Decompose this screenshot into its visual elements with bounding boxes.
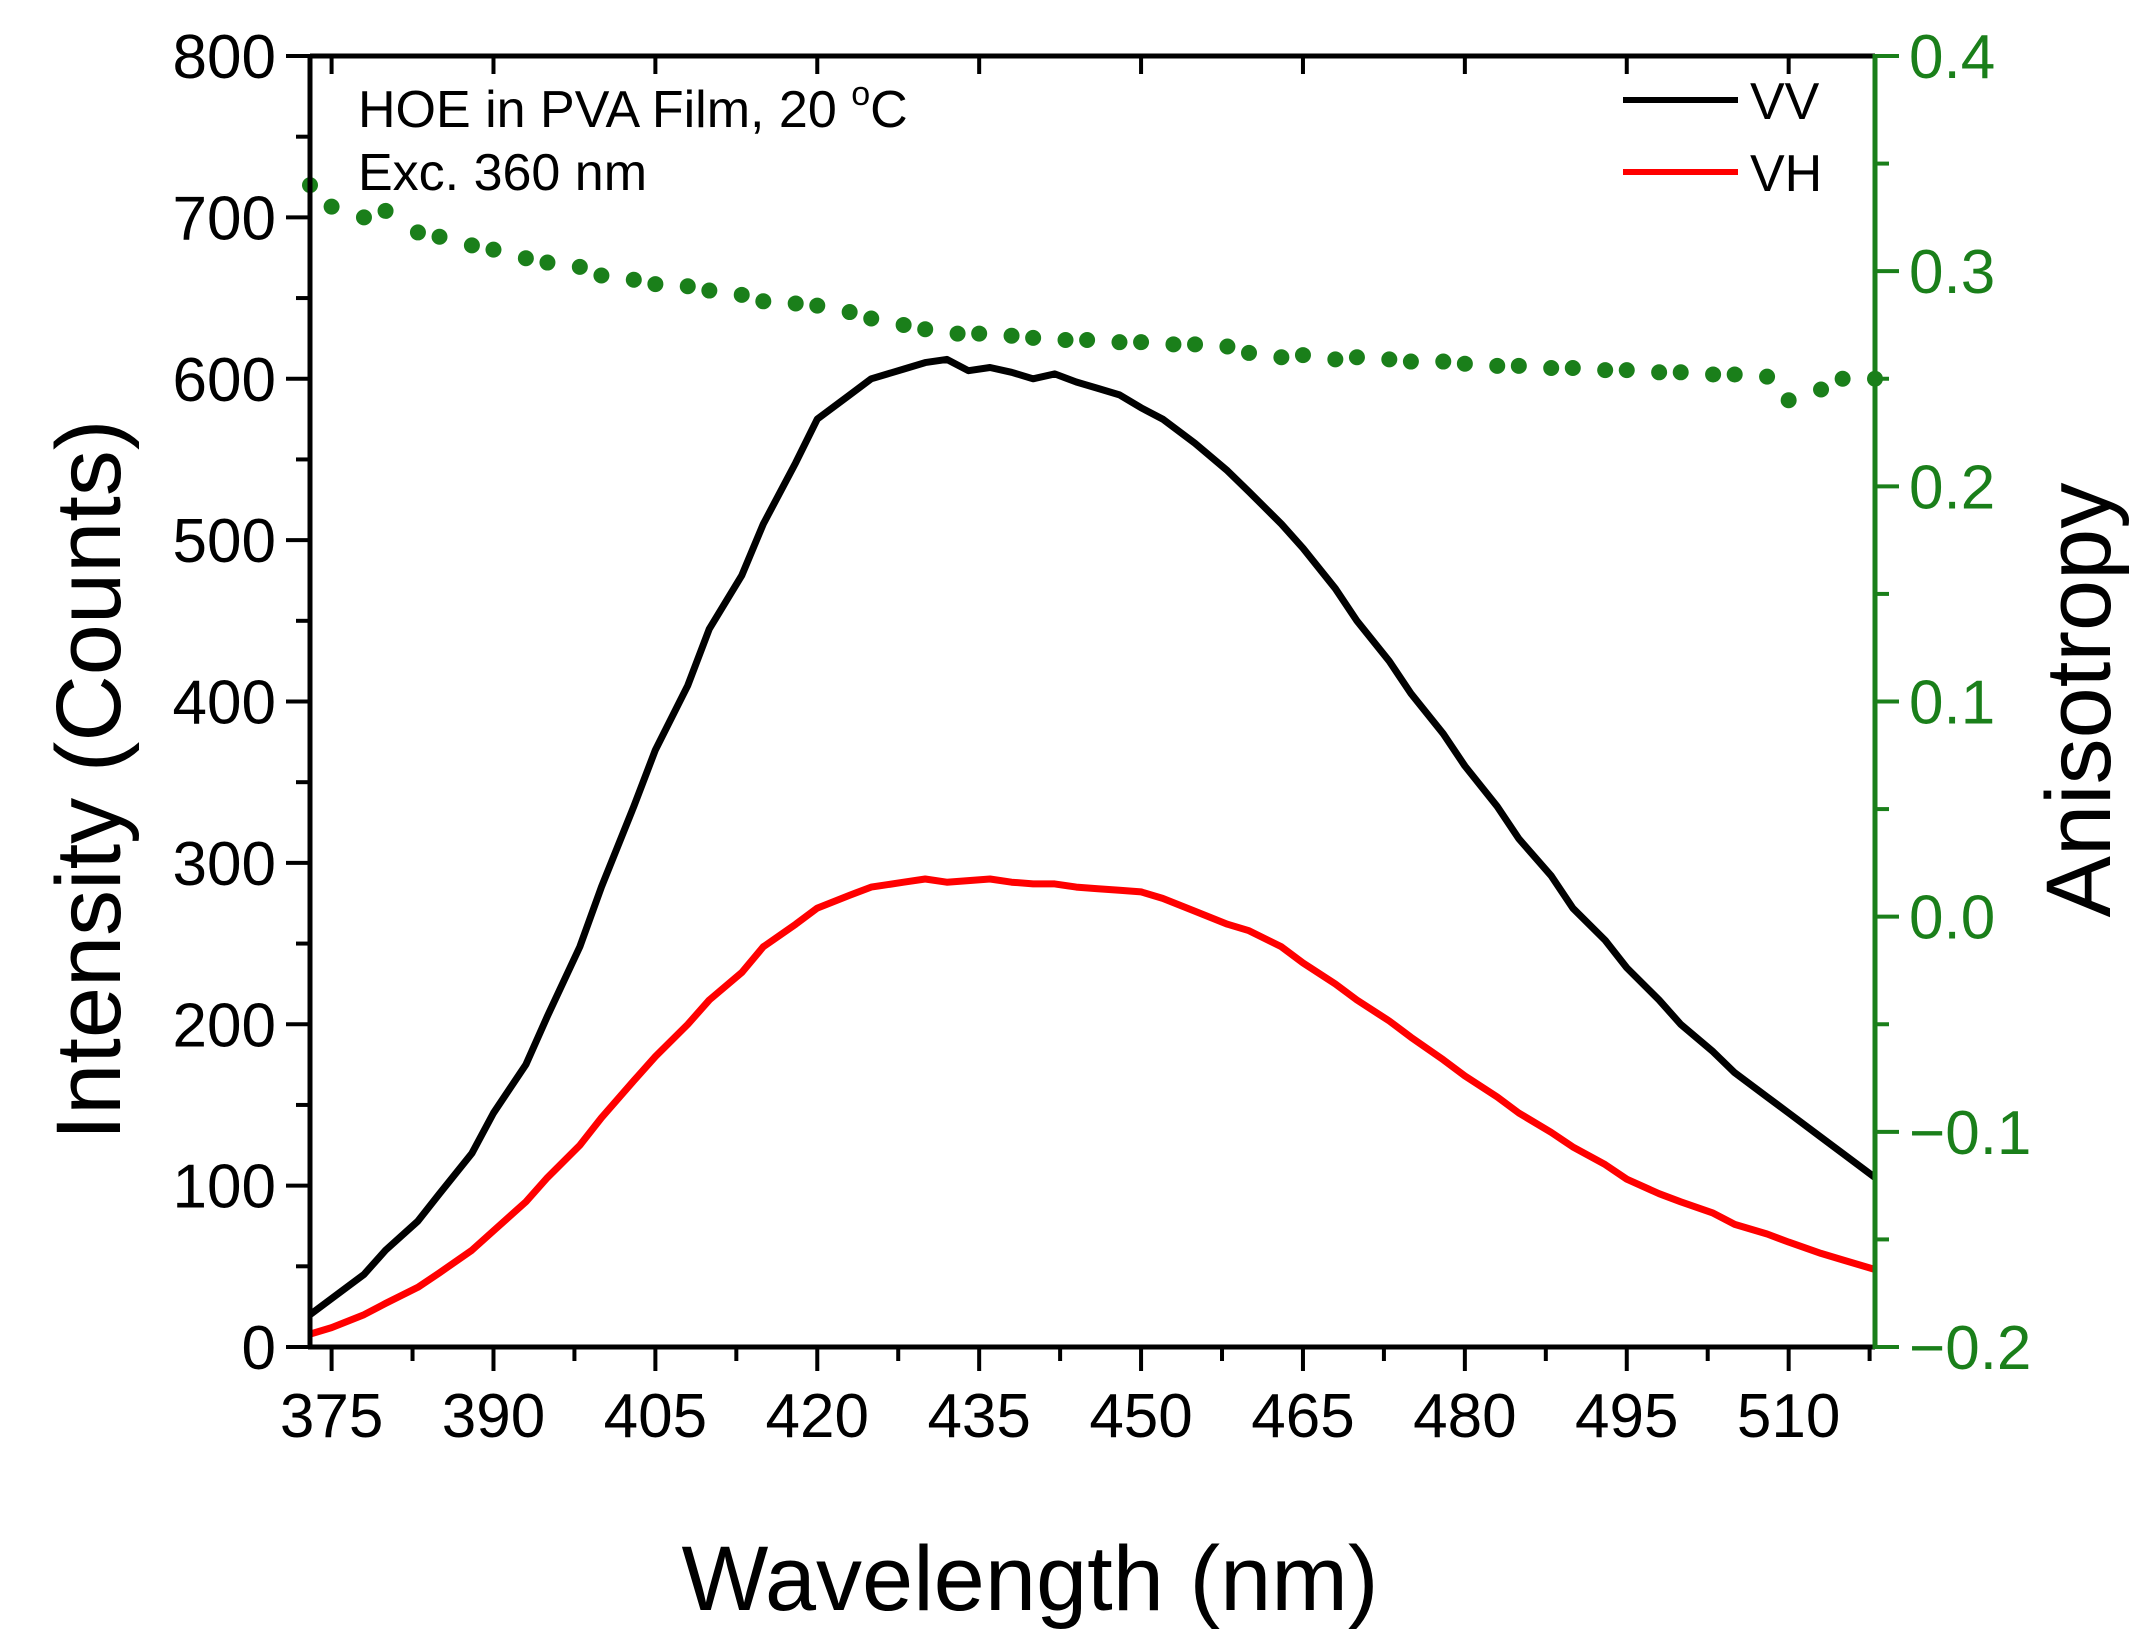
anisotropy-point	[463, 237, 480, 254]
anisotropy-point	[1597, 362, 1614, 379]
anisotropy-point	[1510, 357, 1527, 374]
anisotropy-point	[539, 254, 556, 271]
anisotropy-point	[1651, 364, 1668, 381]
anisotropy-point	[1133, 334, 1150, 351]
y-tick-label: 400	[173, 669, 276, 738]
anisotropy-point	[1705, 366, 1722, 383]
anisotropy-point	[895, 316, 912, 333]
y-axis-title: Intensity (Counts)	[38, 420, 140, 1141]
anisotropy-point	[1294, 347, 1311, 364]
anisotropy-point	[1187, 336, 1204, 353]
anisotropy-point	[1726, 366, 1743, 383]
anisotropy-point	[733, 286, 750, 303]
y2-tick-label: 0.0	[1909, 884, 1995, 953]
anisotropy-point	[1618, 362, 1635, 379]
anisotropy-point	[1780, 392, 1797, 409]
anisotropy-point	[517, 250, 534, 267]
y2-tick-label: −0.2	[1909, 1314, 2031, 1383]
anisotropy-point	[1381, 351, 1398, 368]
anisotropy-point	[593, 267, 610, 284]
y-tick-label: 0	[242, 1314, 276, 1383]
x-tick-label: 390	[442, 1382, 545, 1451]
anisotropy-point	[679, 278, 696, 295]
y-tick-label: 800	[173, 23, 276, 92]
y2-tick-label: 0.3	[1909, 238, 1995, 307]
x-tick-label: 480	[1413, 1382, 1516, 1451]
y2-axis-title: Anisotropy	[2028, 483, 2130, 918]
y-tick-label: 600	[173, 346, 276, 415]
anisotropy-point	[355, 209, 372, 226]
anisotropy-point	[917, 321, 934, 338]
series-anisotropy	[302, 177, 1883, 409]
x-tick-label: 420	[766, 1382, 869, 1451]
y-tick-label: 200	[173, 991, 276, 1060]
anisotropy-point	[409, 224, 426, 241]
anisotropy-point	[949, 325, 966, 342]
anisotropy-point	[1759, 368, 1776, 385]
annotation-line2: Exc. 360 nm	[358, 144, 647, 202]
anisotropy-point	[1348, 349, 1365, 366]
degree-symbol: o	[851, 75, 870, 113]
annotation-line1: HOE in PVA Film, 20 oC	[358, 75, 908, 139]
y-tick-label: 100	[173, 1153, 276, 1222]
anisotropy-point	[323, 198, 340, 215]
anisotropy-point	[809, 297, 826, 314]
series-layer	[302, 177, 1883, 1338]
x-tick-label: 375	[280, 1382, 383, 1451]
y2-tick-label: 0.1	[1909, 669, 1995, 738]
series-line-vv	[307, 355, 1878, 1318]
anisotropy-point	[1543, 359, 1560, 376]
y2-tick-label: −0.1	[1909, 1099, 2031, 1168]
anisotropy-point	[755, 293, 772, 310]
legend-label-vh: VH	[1750, 145, 1822, 203]
y-tick-label: 300	[173, 830, 276, 899]
anisotropy-point	[1057, 332, 1074, 349]
anisotropy-point	[1111, 334, 1128, 351]
anisotropy-point	[841, 304, 858, 321]
anisotropy-point	[647, 276, 664, 293]
x-tick-label: 510	[1737, 1382, 1840, 1451]
anisotropy-point	[377, 202, 394, 219]
x-tick-label: 495	[1575, 1382, 1678, 1451]
x-tick-label: 450	[1089, 1382, 1192, 1451]
anisotropy-point	[1813, 381, 1830, 398]
anisotropy-point	[431, 228, 448, 245]
anisotropy-point	[1079, 332, 1096, 349]
anisotropy-point	[571, 258, 588, 275]
anisotropy-point	[1834, 370, 1851, 387]
anisotropy-point	[1219, 338, 1236, 355]
y-tick-label: 500	[173, 507, 276, 576]
y2-tick-label: 0.4	[1909, 23, 1995, 92]
anisotropy-point	[1489, 357, 1506, 374]
anisotropy-point	[1025, 329, 1042, 346]
x-tick-label: 405	[604, 1382, 707, 1451]
y2-tick-label: 0.2	[1909, 453, 1995, 522]
anisotropy-point	[1402, 353, 1419, 370]
anisotropy-point	[1456, 355, 1473, 372]
anisotropy-point	[625, 271, 642, 288]
anisotropy-point	[1672, 364, 1689, 381]
x-axis-title: Wavelength (nm)	[681, 1528, 1378, 1630]
y-tick-label: 700	[173, 184, 276, 253]
anisotropy-point	[863, 310, 880, 327]
legend: VV VH	[1623, 73, 1822, 203]
anisotropy-point	[1435, 353, 1452, 370]
anisotropy-point	[1273, 349, 1290, 366]
anisotropy-point	[787, 295, 804, 312]
anisotropy-point	[701, 282, 718, 299]
legend-label-vv: VV	[1750, 73, 1820, 131]
anisotropy-point	[1165, 336, 1182, 353]
anisotropy-point	[971, 325, 988, 342]
anisotropy-point	[1327, 351, 1344, 368]
anisotropy-point	[1003, 327, 1020, 344]
x-tick-label: 465	[1251, 1382, 1354, 1451]
x-tick-label: 435	[927, 1382, 1030, 1451]
anisotropy-point	[1241, 344, 1257, 361]
anisotropy-point	[1564, 359, 1581, 376]
anisotropy-point	[485, 241, 502, 258]
series-line-vh	[308, 875, 1876, 1338]
